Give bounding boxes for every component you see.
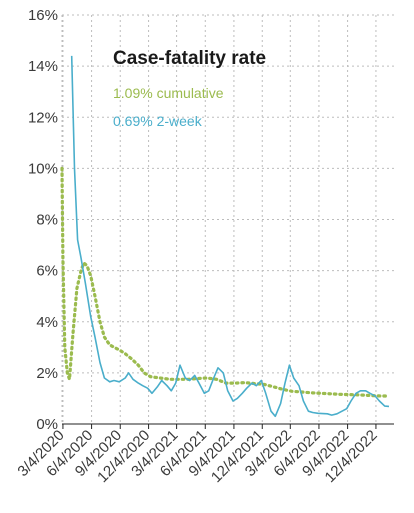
y-tick-label: 6% — [36, 263, 58, 280]
y-tick-label: 0% — [36, 416, 58, 433]
y-axis-ticks: 0% 2% 4% 6% 8% 10% 12% 14% 16% — [28, 7, 58, 433]
y-tick-label: 8% — [36, 212, 58, 229]
legend-cumulative: 1.09% cumulative — [113, 85, 224, 101]
y-tick-label: 14% — [28, 58, 58, 75]
y-tick-label: 4% — [36, 314, 58, 331]
series-cumulative-line — [60, 166, 391, 398]
series-lines — [60, 55, 391, 418]
y-tick-label: 10% — [28, 160, 58, 177]
gridlines — [61, 14, 394, 424]
y-tick-label: 2% — [36, 365, 58, 382]
y-tick-label: 16% — [28, 7, 58, 24]
chart-title: Case-fatality rate — [113, 48, 266, 69]
x-axis-ticks: 3/4/20206/4/20209/4/202012/4/20203/4/202… — [14, 424, 381, 486]
series-two-week-line — [70, 55, 390, 418]
legend-two-week: 0.69% 2-week — [113, 113, 203, 129]
y-tick-label: 12% — [28, 109, 58, 126]
